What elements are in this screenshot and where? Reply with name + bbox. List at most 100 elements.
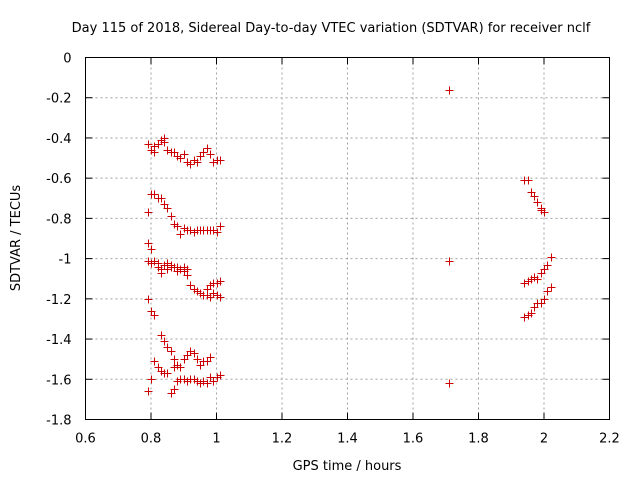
data-point [147,375,156,384]
data-point [193,355,202,364]
y-tick-label: -0.2 [46,92,71,107]
data-point [157,331,166,340]
data-point [170,385,179,394]
data-point [186,281,195,290]
data-point [150,257,159,266]
data-point [520,313,529,322]
data-point [209,158,218,167]
data-point [163,343,172,352]
data-point [547,253,556,262]
data-point [186,226,195,235]
data-point [167,347,176,356]
data-point [203,144,212,153]
plot-frame [85,57,610,420]
x-tick-label: 0.8 [141,432,162,447]
data-point [533,198,542,207]
data-point [144,387,153,396]
data-point [176,230,185,239]
data-point [199,377,208,386]
data-point [216,156,225,165]
grid-lines [85,57,610,420]
data-point [199,148,208,157]
data-point [193,158,202,167]
data-point [173,267,182,276]
data-point [209,289,218,298]
y-tick-label: 0 [63,52,71,67]
data-point [157,194,166,203]
x-tick-label: 2.2 [599,432,620,447]
data-point [144,140,153,149]
data-point [167,212,176,221]
x-tick-label: 1 [212,432,220,447]
chart-title: Day 115 of 2018, Sidereal Day-to-day VTE… [72,21,591,36]
data-point [170,355,179,364]
y-axis: 0 -0.2 -0.4 -0.6 -0.8 -1 -1.2 -1.4 -1.6 -1.8 [46,52,610,429]
data-point [216,277,225,286]
data-point [445,86,454,95]
data-point [540,295,549,304]
data-point [167,263,176,272]
y-tick-label: -1.4 [46,333,71,348]
data-point [176,154,185,163]
data-point [163,204,172,213]
data-point [176,363,185,372]
y-tick-label: -1.8 [46,414,71,429]
y-axis-title: SDTVAR / TECUs [9,185,24,292]
data-point [150,311,159,320]
y-tick-label: -1.6 [46,373,71,388]
data-point [543,261,552,270]
data-point [520,279,529,288]
data-point [213,228,222,237]
y-tick-label: -0.6 [46,172,71,187]
data-point [209,377,218,386]
y-tick-label: -1.2 [46,293,71,308]
x-tick-label: 1.2 [272,432,293,447]
data-point [445,257,454,266]
data-point [445,379,454,388]
data-point [183,265,192,274]
data-points [144,86,556,398]
data-point [163,265,172,274]
data-point [206,150,215,159]
data-point [160,138,169,147]
x-tick-label: 1.6 [403,432,424,447]
data-point [180,150,189,159]
x-tick-label: 0.6 [75,432,96,447]
data-point [150,357,159,366]
data-point [216,371,225,380]
data-point [157,269,166,278]
data-point [216,293,225,302]
y-tick-label: -0.4 [46,132,71,147]
data-point [144,239,153,248]
data-point [186,347,195,356]
data-point [186,160,195,169]
data-point [163,369,172,378]
data-point [547,283,556,292]
data-point [150,190,159,199]
data-point [533,275,542,284]
data-point [163,146,172,155]
y-tick-label: -1 [59,253,72,268]
data-point [147,245,156,254]
x-axis-title: GPS time / hours [293,459,402,474]
data-point [527,309,536,318]
x-tick-label: 1.8 [468,432,489,447]
x-tick-label: 2 [540,432,548,447]
data-point [524,176,533,185]
y-tick-label: -0.8 [46,212,71,227]
data-point [206,353,215,362]
data-point [144,295,153,304]
data-point [173,222,182,231]
data-point [530,192,539,201]
data-point [216,222,225,231]
data-point [150,142,159,151]
data-point [209,226,218,235]
data-point [203,379,212,388]
data-point [160,337,169,346]
x-tick-label: 1.4 [337,432,358,447]
data-point [144,208,153,217]
data-point [190,349,199,358]
data-point [543,287,552,296]
data-point [540,208,549,217]
